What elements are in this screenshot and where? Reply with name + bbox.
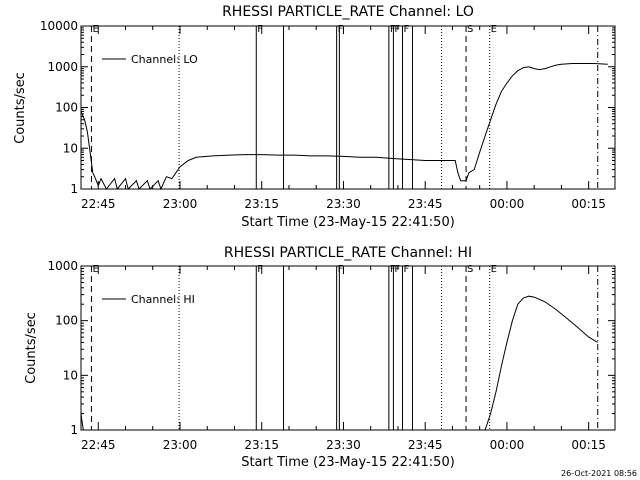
chart-title: RHESSI PARTICLE_RATE Channel: HI <box>224 245 472 261</box>
event-markers: E F F FF F S E <box>90 264 599 430</box>
footer-timestamp: 26-Oct-2021 08:56 <box>561 469 637 478</box>
y-tick-label: 10 <box>63 368 78 382</box>
legend: Channel: HI <box>102 293 195 306</box>
x-axis-label: Start Time (23-May-15 22:41:50) <box>241 215 455 230</box>
chart-title: RHESSI PARTICLE_RATE Channel: LO <box>222 4 474 20</box>
event-marker-label: E <box>491 24 497 35</box>
event-marker-label: F <box>257 264 263 275</box>
series-line <box>80 63 608 191</box>
y-tick-label: 100 <box>55 101 78 115</box>
x-tick-label: 22:45 <box>81 438 116 452</box>
x-tick-label: 00:15 <box>571 438 606 452</box>
plot-frame <box>80 265 616 431</box>
legend-label: Channel: HI <box>131 293 195 306</box>
x-tick-label: 23:45 <box>408 197 443 211</box>
y-tick-label: 1000 <box>47 60 78 74</box>
series-group <box>80 63 608 191</box>
x-axis-ticks: 22:45 23:00 23:15 23:30 23:45 00:00 00:15 <box>81 26 606 211</box>
event-marker-label: F <box>403 264 409 275</box>
event-marker-label: F <box>338 24 344 35</box>
event-marker-label: E <box>491 264 497 275</box>
x-tick-label: 00:00 <box>490 197 525 211</box>
panel-hi: RHESSI PARTICLE_RATE Channel: HI Counts/… <box>24 245 616 470</box>
y-axis-label: Counts/sec <box>24 312 39 384</box>
plot-frame <box>80 25 616 190</box>
event-marker-label: F <box>394 24 400 35</box>
x-tick-label: 23:15 <box>244 438 279 452</box>
event-markers: E F F FF F S E <box>90 24 599 189</box>
event-marker-label: E <box>92 264 98 275</box>
legend: Channel: LO <box>102 53 198 66</box>
event-marker-label: F <box>338 264 344 275</box>
x-tick-label: 22:45 <box>81 197 116 211</box>
y-tick-label: 1 <box>70 182 78 196</box>
y-tick-label: 100 <box>55 314 78 328</box>
x-tick-label: 23:30 <box>326 197 361 211</box>
x-tick-label: 23:30 <box>326 438 361 452</box>
legend-label: Channel: LO <box>131 53 198 66</box>
panel-lo: RHESSI PARTICLE_RATE Channel: LO Counts/… <box>13 4 616 230</box>
event-marker-label: F <box>403 24 409 35</box>
event-marker-label: E <box>92 24 98 35</box>
x-axis-ticks: 22:45 23:00 23:15 23:30 23:45 00:00 00:15 <box>81 266 606 452</box>
event-marker-label: F <box>394 264 400 275</box>
x-tick-label: 00:15 <box>571 197 606 211</box>
x-tick-label: 23:15 <box>244 197 279 211</box>
x-tick-label: 23:45 <box>408 438 443 452</box>
event-marker-label: F <box>390 24 396 35</box>
x-axis-label: Start Time (23-May-15 22:41:50) <box>241 455 455 470</box>
y-tick-label: 10 <box>63 141 78 155</box>
event-marker-label: S <box>467 24 473 35</box>
event-marker-label: F <box>390 264 396 275</box>
y-axis-ticks: 1 10 100 1000 <box>47 259 615 437</box>
y-axis-ticks: 1 10 100 1000 10000 <box>40 19 615 196</box>
y-axis-label: Counts/sec <box>13 72 28 144</box>
y-tick-label: 10000 <box>40 19 78 33</box>
x-tick-label: 00:00 <box>490 438 525 452</box>
x-tick-label: 23:00 <box>163 197 198 211</box>
y-tick-label: 1000 <box>47 259 78 273</box>
event-marker-label: S <box>467 264 473 275</box>
event-marker-label: F <box>257 24 263 35</box>
y-tick-label: 1 <box>70 423 78 437</box>
x-tick-label: 23:00 <box>163 438 198 452</box>
